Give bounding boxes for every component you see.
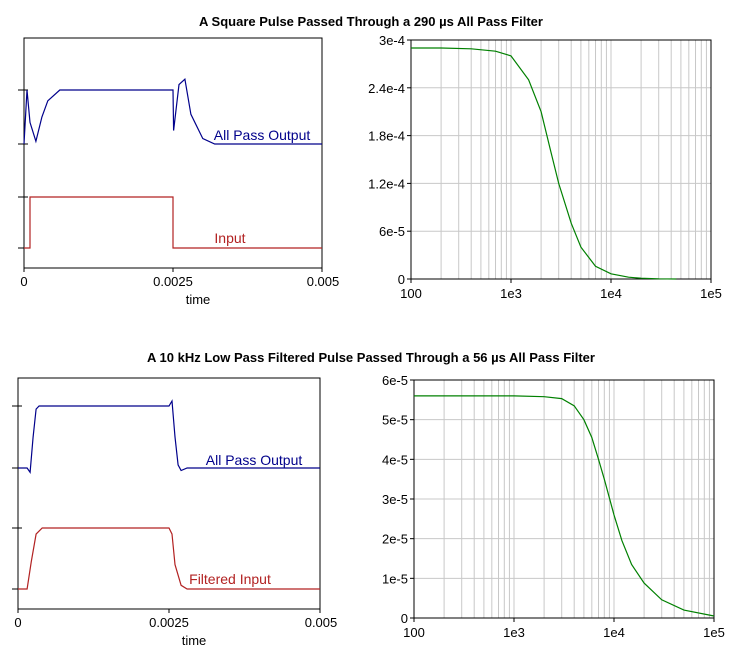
plot-frame	[17, 377, 321, 610]
series-line-all-pass-output	[23, 78, 322, 145]
y-tick-label: 0	[401, 611, 408, 626]
x-tick-label: 0.005	[305, 615, 338, 630]
x-tick-label: 1e3	[503, 625, 525, 640]
x-axis-label: time	[186, 292, 211, 307]
y-tick-label: 1.8e-4	[368, 129, 405, 144]
x-tick-label: 1e4	[603, 625, 625, 640]
series-line-delay	[414, 395, 715, 617]
panel-lowpass-pulse-time: A 10 kHz Low Pass Filtered Pulse Passed …	[12, 350, 595, 648]
series-label: Filtered Input	[189, 571, 271, 587]
y-tick-label: 3e-4	[379, 33, 405, 48]
series-line-delay	[411, 47, 677, 280]
series-line-input	[18, 527, 320, 590]
series-line-all-pass-output	[18, 399, 320, 475]
y-tick-label: 6e-5	[379, 224, 405, 239]
x-tick-label: 0.005	[307, 274, 340, 289]
x-tick-label: 0.0025	[149, 615, 189, 630]
y-tick-label: 0	[398, 272, 405, 287]
y-tick-label: 1e-5	[382, 571, 408, 586]
y-tick-label: 4e-5	[382, 452, 408, 467]
chart-title: A 10 kHz Low Pass Filtered Pulse Passed …	[147, 350, 595, 365]
y-tick-label: 1.2e-4	[368, 176, 405, 191]
x-tick-label: 100	[403, 625, 425, 640]
plot-frame	[410, 39, 712, 280]
x-tick-label: 1e3	[500, 286, 522, 301]
chart-title: A Square Pulse Passed Through a 290 µs A…	[199, 14, 543, 29]
y-tick-label: 3e-5	[382, 492, 408, 507]
y-tick-label: 6e-5	[382, 373, 408, 388]
x-tick-label: 1e5	[703, 625, 725, 640]
panel-square-pulse-delay: 0 6e-5 1.2e-4 1.8e-4 2.4e-4 3e-4 100 1e3 1e4 1e5	[368, 33, 722, 301]
x-axis-label: time	[182, 633, 207, 648]
x-tick-label: 100	[400, 286, 422, 301]
panel-square-pulse-time: A Square Pulse Passed Through a 290 µs A…	[18, 14, 543, 307]
y-tick-label: 2e-5	[382, 532, 408, 547]
x-tick-label: 0	[20, 274, 27, 289]
x-tick-label: 0	[14, 615, 21, 630]
series-label: Input	[214, 230, 245, 246]
x-tick-label: 0.0025	[153, 274, 193, 289]
x-tick-label: 1e4	[600, 286, 622, 301]
y-tick-label: 5e-5	[382, 413, 408, 428]
series-label: All Pass Output	[206, 452, 303, 468]
series-line-input	[24, 196, 322, 249]
y-tick-label: 2.4e-4	[368, 81, 405, 96]
x-tick-label: 1e5	[700, 286, 722, 301]
panel-lowpass-pulse-delay: 0 1e-5 2e-5 3e-5 4e-5 5e-5 6e-5 100 1e3 1e4 1e5	[382, 373, 725, 640]
series-label: All Pass Output	[214, 127, 311, 143]
